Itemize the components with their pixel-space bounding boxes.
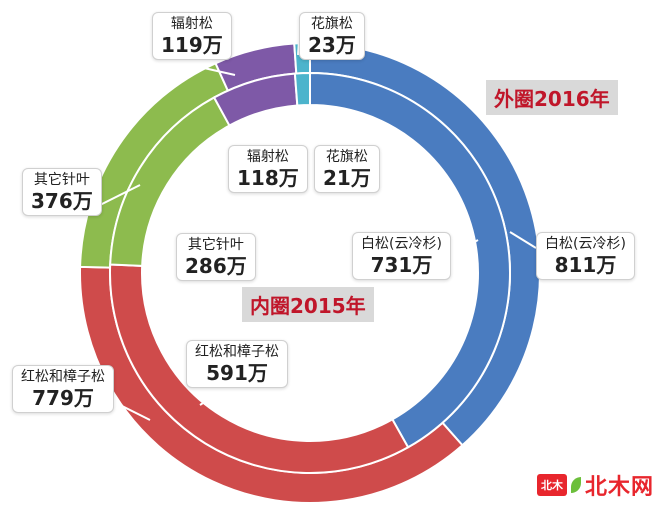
outer-label-baisong: 白松(云冷杉) 811万	[536, 232, 635, 280]
inner-label-hongsong: 红松和樟子松 591万	[186, 340, 288, 388]
outer-pointer-qita	[99, 184, 141, 206]
inner-label-fushe: 辐射松 118万	[228, 145, 308, 193]
inner-label-fushe-name: 辐射松	[246, 149, 289, 165]
inner-label-baisong-value: 731万	[370, 253, 433, 277]
inner-label-huaqi-name: 花旗松	[325, 149, 368, 165]
outer-label-hongsong: 红松和樟子松 779万	[12, 365, 114, 413]
inner-label-qita: 其它针叶 286万	[176, 233, 256, 281]
watermark-text: 北木网	[584, 475, 654, 500]
outer-ring-tag: 外圈2016年	[486, 80, 618, 115]
outer-label-baisong-value: 811万	[554, 253, 617, 277]
inner-label-huaqi: 花旗松 21万	[314, 145, 380, 193]
outer-pointer-fushe	[194, 65, 236, 76]
inner-label-baisong-name: 白松(云冷杉)	[361, 236, 442, 252]
inner-label-qita-value: 286万	[185, 254, 247, 278]
inner-ring-tag: 内圈2015年	[242, 287, 374, 322]
outer-pointer-huaqi	[297, 39, 300, 56]
outer-label-fushe-name: 辐射松	[170, 16, 213, 32]
outer-pointer-hongsong	[109, 399, 151, 421]
inner-label-qita-name: 其它针叶	[187, 237, 244, 253]
inner-pointer-qita	[159, 204, 201, 236]
outer-pointer-baisong	[509, 231, 537, 249]
inner-label-huaqi-value: 21万	[323, 166, 371, 190]
outer-label-huaqi-name: 花旗松	[310, 16, 353, 32]
inner-pointer-baisong	[459, 239, 479, 251]
leaf-icon	[570, 477, 581, 493]
outer-label-qita-name: 其它针叶	[33, 172, 90, 188]
outer-label-huaqi: 花旗松 23万	[299, 12, 365, 60]
inner-label-hongsong-name: 红松和樟子松	[195, 344, 279, 360]
inner-label-baisong: 白松(云冷杉) 731万	[352, 232, 451, 280]
outer-label-hongsong-value: 779万	[32, 386, 94, 410]
inner-slice-huaqi	[293, 71, 311, 107]
outer-label-fushe-value: 119万	[161, 33, 223, 57]
watermark-badge: 北木	[536, 474, 567, 496]
outer-label-hongsong-name: 红松和樟子松	[21, 369, 105, 385]
outer-label-qita: 其它针叶 376万	[22, 168, 102, 216]
outer-label-baisong-name: 白松(云冷杉)	[545, 236, 626, 252]
outer-label-fushe: 辐射松 119万	[152, 12, 232, 60]
inner-label-fushe-value: 118万	[237, 166, 299, 190]
outer-label-huaqi-value: 23万	[308, 33, 356, 57]
watermark: 北木 北木网	[536, 469, 654, 501]
inner-pointer-hongsong	[199, 384, 231, 406]
inner-label-hongsong-value: 591万	[206, 361, 268, 385]
outer-label-qita-value: 376万	[31, 189, 93, 213]
